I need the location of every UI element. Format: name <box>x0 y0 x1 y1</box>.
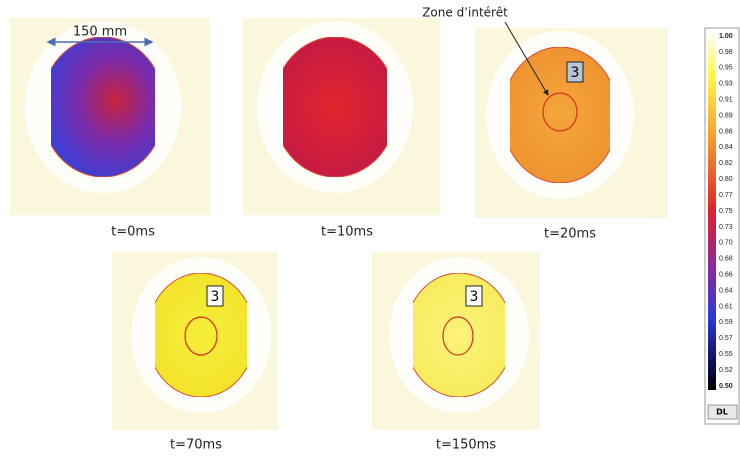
zone-arrow <box>504 21 549 96</box>
specimen <box>283 37 387 177</box>
caption: t=0ms <box>111 225 155 240</box>
thermal-image: 3 t=70ms <box>112 252 278 453</box>
scale-label: 150 mm <box>73 25 127 40</box>
marker-label: 3 <box>470 289 479 305</box>
marker-box <box>566 61 584 83</box>
colorbar-tick-label: 0.50 <box>719 383 733 390</box>
unit-box <box>707 404 738 420</box>
thermal-image: t=10ms <box>243 18 440 240</box>
colorbar-tick-label: 0.68 <box>719 256 733 263</box>
specimen <box>510 47 610 183</box>
thermal-image: t=0ms <box>10 18 210 240</box>
colorbar-tick-label: 0.86 <box>719 128 733 135</box>
zone-of-interest <box>184 316 218 356</box>
colorbar-tick-label: 0.77 <box>719 192 733 199</box>
unit-label: DL <box>716 408 728 417</box>
caption: t=70ms <box>170 438 222 453</box>
panels: t=0ms t=10ms 3 t=20ms 3 t=70ms 3 t=150ms <box>10 18 668 453</box>
colorbar-tick-label: 0.55 <box>719 351 733 358</box>
colorbar-tick-label: 0.80 <box>719 176 733 183</box>
zone-of-interest <box>542 92 578 132</box>
caption: t=150ms <box>436 438 496 453</box>
colorbar-tick-label: 0.89 <box>719 112 733 119</box>
colorbar-tick-label: 0.59 <box>719 319 733 326</box>
caption: t=20ms <box>544 227 596 242</box>
colorbar-tick-label: 0.98 <box>719 49 733 56</box>
marker-label: 3 <box>571 65 580 81</box>
marker-box <box>465 285 483 307</box>
colorbar-tick-label: 0.66 <box>719 271 733 278</box>
colorbar: DL 1.00 0.98 0.95 0.93 0.91 0.89 0.86 0.84 0.82 0… <box>704 27 740 425</box>
colorbar-tick-label: 0.95 <box>719 65 733 72</box>
colorbar-tick-label: 0.82 <box>719 160 733 167</box>
thermal-image: 3 t=20ms <box>475 28 668 242</box>
colorbar-tick-label: 0.61 <box>719 303 733 310</box>
colorbar-tick-label: 0.52 <box>719 367 733 374</box>
caption: t=10ms <box>321 225 373 240</box>
specimen <box>413 273 505 397</box>
thermal-image: 3 t=150ms <box>372 252 540 453</box>
colorbar-gradient <box>708 32 716 390</box>
colorbar-tick-label: 0.57 <box>719 335 733 342</box>
specimen <box>155 273 247 397</box>
colorbar-tick-label: 1.00 <box>719 33 733 40</box>
marker-label: 3 <box>211 289 220 305</box>
colorbar-tick-label: 0.84 <box>719 144 733 151</box>
colorbar-tick-label: 0.91 <box>719 96 733 103</box>
colorbar-tick-label: 0.70 <box>719 240 733 247</box>
zone-of-interest <box>442 316 474 356</box>
marker-box <box>206 285 224 307</box>
colorbar-tick-label: 0.64 <box>719 287 733 294</box>
colorbar-tick-label: 0.93 <box>719 81 733 88</box>
colorbar-tick-label: 0.75 <box>719 208 733 215</box>
zone-label: Zone d’intérêt <box>422 6 508 20</box>
specimen <box>51 37 155 177</box>
colorbar-tick-label: 0.73 <box>719 224 733 231</box>
